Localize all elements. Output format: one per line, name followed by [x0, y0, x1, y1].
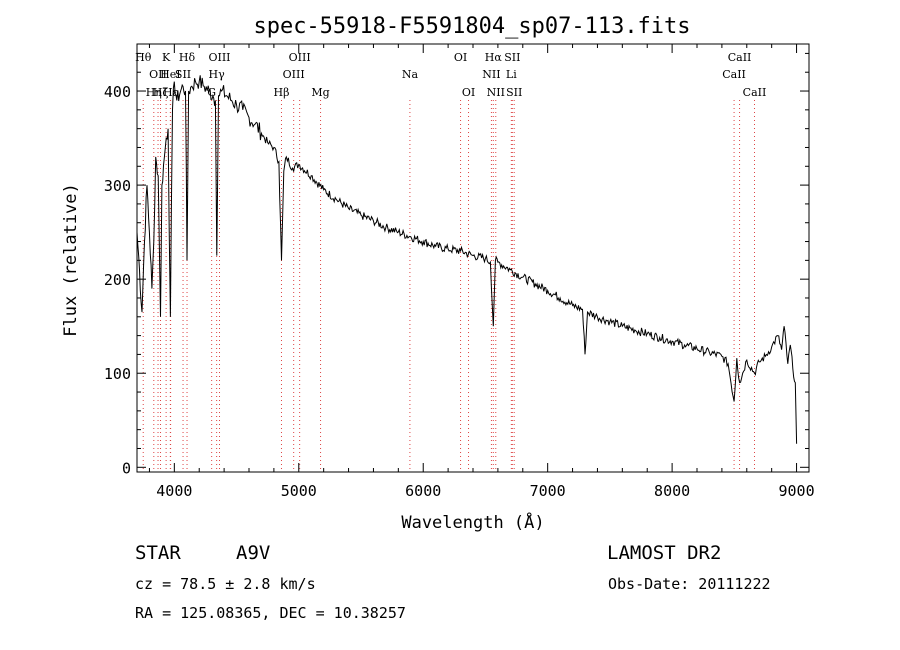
line-label: Mg: [311, 86, 329, 99]
line-label: Li: [506, 68, 517, 81]
x-tick-label: 5000: [281, 482, 317, 500]
line-label: Hθ: [135, 51, 152, 64]
line-label: SII: [175, 68, 191, 81]
line-label: Hδ: [179, 51, 196, 64]
line-label: Hη: [146, 86, 162, 99]
line-label: OI: [462, 86, 475, 99]
spectral-line-markers: [142, 100, 755, 472]
y-axis-label: Flux (relative): [61, 183, 81, 337]
survey-name: LAMOST DR2: [607, 542, 722, 564]
line-label: SII: [506, 86, 522, 99]
line-label: K: [162, 51, 171, 64]
x-tick-label: 8000: [654, 482, 690, 500]
y-tick-label: 300: [104, 177, 131, 195]
x-axis-label: Wavelength (Å): [401, 511, 544, 533]
line-label: G: [207, 86, 216, 99]
line-label: CaII: [743, 86, 767, 99]
line-label: CaII: [722, 68, 746, 81]
observation-date: Obs-Date: 20111222: [608, 575, 771, 593]
x-tick-label: 6000: [405, 482, 441, 500]
x-tick-label: 9000: [778, 482, 814, 500]
line-label: Hα: [485, 51, 503, 64]
line-label: OII: [149, 68, 167, 81]
line-label: HeI: [160, 68, 180, 81]
line-label: OI: [454, 51, 467, 64]
y-tick-label: 100: [104, 365, 131, 383]
y-tick-label: 200: [104, 271, 131, 289]
line-label: SII: [504, 51, 520, 64]
spectral-line-labels: HθHηOIIHζKHeIHεHδSIIGHγOIIIHβOIIIOIIIMgN…: [135, 51, 766, 99]
line-label: NII: [487, 86, 505, 99]
x-tick-label: 7000: [530, 482, 566, 500]
spectrum-line: [136, 75, 798, 444]
line-label: OIII: [283, 68, 305, 81]
line-label: Hβ: [274, 86, 290, 99]
chart-title: spec-55918-F5591804_sp07-113.fits: [253, 14, 690, 39]
x-axis-ticks: 4000 5000 6000 7000 8000 9000: [148, 44, 815, 500]
object-subclass: A9V: [236, 542, 271, 564]
redshift-velocity: cz = 78.5 ± 2.8 km/s: [135, 575, 316, 593]
line-label: CaII: [728, 51, 752, 64]
line-label: NII: [482, 68, 500, 81]
line-label: Hγ: [209, 68, 226, 81]
object-class: STAR: [135, 542, 181, 564]
line-label: Hζ: [153, 86, 169, 99]
line-label: OIII: [208, 51, 230, 64]
y-tick-label: 400: [104, 83, 131, 101]
coordinates: RA = 125.08365, DEC = 10.38257: [135, 604, 406, 622]
line-label: OIII: [289, 51, 311, 64]
y-axis-ticks: 0 100 200 300 400: [104, 52, 809, 477]
y-tick-label: 0: [122, 459, 131, 477]
line-label: Na: [402, 68, 419, 81]
plot-frame: [136, 43, 810, 473]
x-tick-label: 4000: [156, 482, 192, 500]
